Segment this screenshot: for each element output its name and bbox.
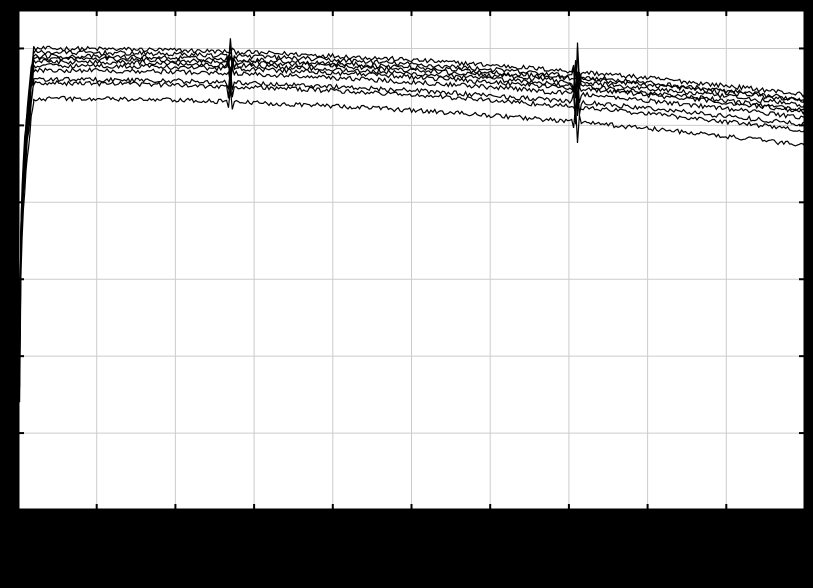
spectrum-chart — [0, 0, 813, 588]
chart-container — [0, 0, 813, 588]
